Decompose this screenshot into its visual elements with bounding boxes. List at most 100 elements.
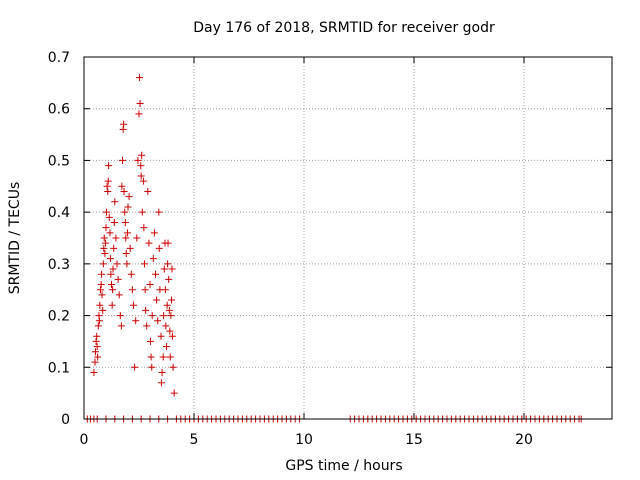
data-point bbox=[164, 260, 172, 268]
data-point bbox=[138, 151, 146, 159]
x-tick-label: 5 bbox=[190, 432, 199, 448]
data-point bbox=[155, 208, 163, 216]
data-point bbox=[104, 177, 112, 185]
data-point bbox=[116, 312, 124, 320]
data-point bbox=[106, 255, 114, 263]
data-point bbox=[124, 229, 132, 237]
data-point bbox=[132, 317, 140, 325]
data-point bbox=[120, 187, 128, 195]
data-point bbox=[152, 270, 159, 278]
data-point bbox=[121, 208, 129, 216]
data-point bbox=[157, 379, 165, 387]
data-point bbox=[111, 198, 119, 206]
data-point bbox=[133, 234, 141, 242]
data-point bbox=[105, 213, 113, 221]
data-point bbox=[94, 322, 102, 330]
data-point bbox=[102, 208, 110, 216]
data-point bbox=[138, 208, 146, 216]
data-point bbox=[148, 312, 156, 320]
axis-ticks bbox=[83, 56, 612, 420]
data-point bbox=[154, 317, 162, 325]
data-points bbox=[83, 74, 585, 423]
data-point bbox=[123, 260, 131, 268]
data-point bbox=[135, 74, 143, 82]
data-point bbox=[101, 250, 109, 258]
data-point bbox=[95, 317, 103, 325]
data-point bbox=[119, 156, 126, 164]
data-point bbox=[139, 177, 147, 185]
data-point bbox=[107, 270, 115, 278]
data-point bbox=[99, 306, 107, 314]
data-point bbox=[150, 229, 158, 237]
chart-title: Day 176 of 2018, SRMTID for receiver god… bbox=[193, 20, 495, 36]
data-point bbox=[93, 343, 101, 351]
data-point bbox=[118, 182, 126, 190]
data-point bbox=[135, 110, 143, 118]
data-point bbox=[168, 332, 176, 340]
data-point bbox=[108, 281, 115, 289]
x-tick-label: 15 bbox=[405, 432, 423, 448]
y-tick-label: 0.3 bbox=[48, 257, 70, 273]
data-point bbox=[160, 312, 168, 320]
data-point bbox=[137, 172, 145, 180]
data-point bbox=[170, 389, 178, 397]
data-point bbox=[163, 343, 170, 351]
data-point bbox=[159, 353, 167, 361]
data-point bbox=[104, 187, 112, 195]
data-point bbox=[110, 244, 118, 252]
y-tick-label: 0 bbox=[61, 412, 70, 428]
data-point bbox=[125, 193, 133, 201]
data-point bbox=[114, 275, 122, 283]
data-point bbox=[162, 322, 170, 330]
data-point bbox=[165, 306, 173, 314]
data-point bbox=[91, 358, 99, 366]
y-tick-labels: 0 0.1 0.2 0.3 0.4 0.5 0.6 0.7 bbox=[48, 50, 70, 428]
data-point bbox=[153, 296, 161, 304]
data-point bbox=[146, 281, 154, 289]
data-point bbox=[117, 322, 125, 330]
data-point bbox=[113, 260, 121, 268]
data-point bbox=[165, 275, 173, 283]
data-point bbox=[106, 229, 114, 237]
data-point bbox=[93, 332, 101, 340]
data-point bbox=[94, 353, 102, 361]
data-point bbox=[142, 306, 150, 314]
y-tick-label: 0.7 bbox=[48, 50, 70, 66]
data-point bbox=[110, 218, 118, 226]
data-point bbox=[96, 301, 104, 309]
data-point bbox=[105, 162, 113, 170]
y-tick-label: 0.5 bbox=[48, 153, 70, 169]
data-point bbox=[124, 203, 132, 211]
data-point bbox=[161, 286, 169, 294]
data-point bbox=[155, 244, 163, 252]
data-point bbox=[160, 265, 168, 273]
data-point bbox=[92, 337, 100, 345]
data-point bbox=[134, 156, 142, 164]
y-tick-label: 0.2 bbox=[48, 309, 70, 325]
data-point bbox=[169, 363, 177, 371]
data-point bbox=[130, 301, 137, 309]
data-point bbox=[145, 239, 153, 247]
x-axis-label: GPS time / hours bbox=[285, 458, 402, 474]
data-point bbox=[102, 224, 110, 232]
data-point bbox=[167, 312, 175, 320]
data-point bbox=[102, 239, 110, 247]
data-point bbox=[103, 182, 111, 190]
data-point bbox=[128, 286, 136, 294]
data-point bbox=[127, 270, 135, 278]
data-point bbox=[98, 291, 106, 299]
data-point bbox=[157, 332, 165, 340]
data-point bbox=[163, 301, 171, 309]
y-tick-label: 0.4 bbox=[48, 205, 70, 221]
data-point bbox=[166, 353, 174, 361]
data-point bbox=[109, 286, 117, 294]
x-tick-label: 0 bbox=[80, 432, 89, 448]
data-point bbox=[108, 301, 116, 309]
data-point bbox=[90, 368, 98, 376]
data-point bbox=[168, 296, 176, 304]
data-point bbox=[126, 244, 134, 252]
data-point bbox=[141, 260, 148, 268]
data-point bbox=[136, 100, 144, 108]
data-point bbox=[158, 368, 166, 376]
